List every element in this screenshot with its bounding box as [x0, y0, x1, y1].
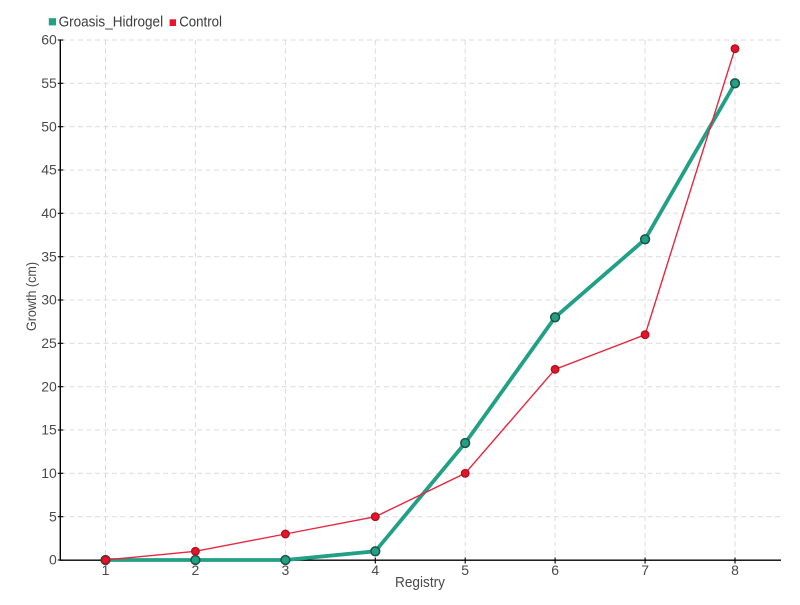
svg-text:30: 30	[41, 292, 57, 308]
svg-text:15: 15	[41, 422, 57, 438]
svg-text:55: 55	[41, 75, 57, 91]
svg-text:Registry: Registry	[395, 574, 445, 591]
svg-text:45: 45	[41, 162, 57, 178]
svg-text:Groasis_Hidrogel: Groasis_Hidrogel	[59, 14, 164, 30]
svg-text:1: 1	[102, 562, 110, 578]
svg-text:0: 0	[49, 552, 57, 568]
svg-text:7: 7	[641, 562, 649, 578]
svg-text:50: 50	[41, 118, 57, 134]
svg-text:3: 3	[282, 562, 290, 578]
svg-text:25: 25	[41, 335, 57, 351]
svg-text:35: 35	[41, 248, 57, 264]
svg-text:5: 5	[461, 562, 469, 578]
svg-text:2: 2	[192, 562, 200, 578]
svg-text:40: 40	[41, 205, 57, 221]
svg-text:60: 60	[41, 32, 57, 48]
svg-text:8: 8	[731, 562, 739, 578]
svg-text:20: 20	[41, 378, 57, 394]
svg-text:10: 10	[41, 465, 57, 481]
svg-text:4: 4	[371, 562, 379, 578]
svg-text:Control: Control	[179, 14, 222, 30]
svg-text:6: 6	[551, 562, 559, 578]
svg-text:5: 5	[49, 508, 57, 524]
svg-text:Growth (cm): Growth (cm)	[23, 262, 39, 331]
